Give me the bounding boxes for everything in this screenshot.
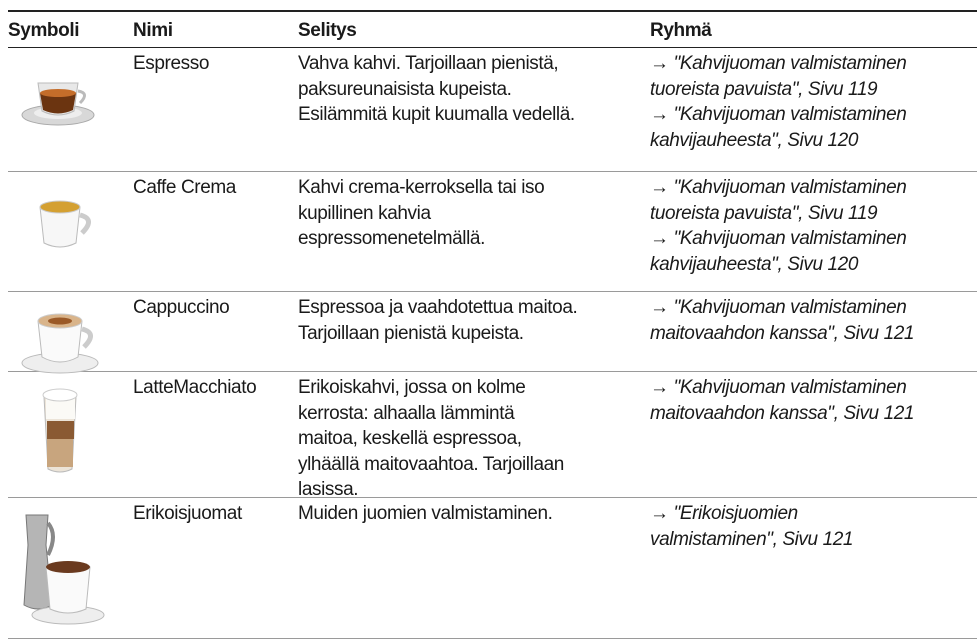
reference-text: kahvijauheesta", Sivu 120: [650, 253, 858, 275]
group: → "Erikoisjuomien valmistaminen", Sivu 12…: [650, 501, 853, 552]
description-line: paksureunaisista kupeista.: [298, 78, 512, 100]
description: Erikoiskahvi, jossa on kolme kerrosta: al…: [298, 375, 564, 503]
reference-line: → "Erikoisjuomien: [650, 501, 853, 527]
description: Espressoa ja vaahdotettua maitoa. Tarjoil…: [298, 295, 578, 346]
description: Kahvi crema-kerroksella tai iso kupilline…: [298, 175, 545, 252]
reference-text: "Kahvijuoman valmistaminen: [673, 177, 907, 198]
arrow: →: [650, 377, 669, 398]
reference-text: tuoreista pavuista", Sivu 119: [650, 202, 878, 224]
description-line: maitoa, keskellä espressoa,: [298, 428, 522, 449]
header: Symboli: [8, 20, 80, 41]
drink-name: Erikoisjuomat: [133, 503, 242, 524]
reference-line: → "Kahvijuoman valmistaminen: [650, 295, 914, 321]
reference-line: → "Kahvijuoman valmistaminen: [650, 226, 907, 252]
description-line: espressomenetelmällä.: [298, 228, 485, 249]
arrow: →: [650, 228, 669, 249]
group: → "Kahvijuoman valmistaminen tuoreista pa…: [650, 175, 907, 278]
reference-line: kahvijauheesta", Sivu 120: [650, 128, 906, 154]
table-row: Erikoisjuomat Muiden juomien valmistamine…: [8, 497, 977, 639]
description-line: lasissa.: [298, 479, 359, 500]
description-line: Kahvi crema-kerroksella tai iso: [298, 177, 545, 198]
description: Vahva kahvi. Tarjoillaan pienistä, paksur…: [298, 51, 575, 128]
header: Nimi: [133, 20, 173, 41]
drink-name: Caffe Crema: [133, 177, 236, 198]
header: Selitys: [298, 20, 357, 41]
reference-text: maitovaahdon kanssa", Sivu 121: [650, 322, 915, 344]
reference-text: "Kahvijuoman valmistaminen: [673, 228, 907, 249]
reference-text: "Kahvijuoman valmistaminen: [673, 377, 907, 398]
reference-line: → "Kahvijuoman valmistaminen: [650, 175, 907, 201]
group: → "Kahvijuoman valmistaminen maitovaahdon…: [650, 295, 914, 346]
reference-line: maitovaahdon kanssa", Sivu 121: [650, 321, 914, 347]
drink-icon: [18, 55, 108, 140]
description-line: Vahva kahvi. Tarjoillaan pienistä,: [298, 53, 559, 74]
drink-icon: [18, 299, 108, 384]
header-row: Symboli Nimi Selitys Ryhmä: [8, 10, 977, 48]
table-row: Caffe Crema Kahvi crema-kerroksella tai i…: [8, 171, 977, 292]
table-row: Cappuccino Espressoa ja vaahdotettua mait…: [8, 291, 977, 374]
reference-text: maitovaahdon kanssa", Sivu 121: [650, 402, 915, 424]
arrow: →: [650, 297, 669, 318]
description-line: Esilämmitä kupit kuumalla vedellä.: [298, 104, 575, 125]
reference-line: → "Kahvijuoman valmistaminen: [650, 51, 907, 77]
reference-line: maitovaahdon kanssa", Sivu 121: [650, 401, 914, 427]
reference-line: tuoreista pavuista", Sivu 119: [650, 201, 906, 227]
reference-text: "Kahvijuoman valmistaminen: [673, 297, 907, 318]
arrow: →: [650, 104, 669, 125]
description-line: kerrosta: alhaalla lämmintä: [298, 402, 515, 424]
description-line: Espressoa ja vaahdotettua maitoa.: [298, 297, 578, 318]
description: Muiden juomien valmistaminen.: [298, 501, 553, 527]
group: → "Kahvijuoman valmistaminen maitovaahdon…: [650, 375, 914, 426]
reference-text: "Erikoisjuomien: [673, 503, 799, 524]
description-line: Erikoiskahvi, jossa on kolme: [298, 377, 526, 398]
description-line: Tarjoillaan pienistä kupeista.: [298, 322, 524, 344]
reference-text: tuoreista pavuista", Sivu 119: [650, 78, 878, 100]
drink-icon: [18, 379, 108, 494]
reference-line: tuoreista pavuista", Sivu 119: [650, 77, 906, 103]
reference-text: valmistaminen", Sivu 121: [650, 528, 854, 550]
drink-icon: [18, 179, 108, 264]
drink-icon: [18, 505, 108, 635]
reference-text: "Kahvijuoman valmistaminen: [673, 104, 907, 125]
drink-name: LatteMacchiato: [133, 377, 257, 398]
description-line: Muiden juomien valmistaminen.: [298, 503, 553, 524]
arrow: →: [650, 503, 669, 524]
table-row: Espresso Vahva kahvi. Tarjoillaan pienist…: [8, 47, 977, 172]
reference-text: kahvijauheesta", Sivu 120: [650, 129, 858, 151]
header: Ryhmä: [650, 20, 712, 41]
drink-name: Cappuccino: [133, 297, 230, 318]
arrow: →: [650, 177, 669, 198]
reference-text: "Kahvijuoman valmistaminen: [673, 53, 907, 74]
arrow: →: [650, 53, 669, 74]
group: → "Kahvijuoman valmistaminen tuoreista pa…: [650, 51, 907, 154]
reference-line: → "Kahvijuoman valmistaminen: [650, 102, 907, 128]
drink-name: Espresso: [133, 53, 210, 74]
table-row: LatteMacchiato Erikoiskahvi, jossa on kol…: [8, 371, 977, 500]
reference-line: kahvijauheesta", Sivu 120: [650, 252, 906, 278]
description-line: ylhäällä maitovaahtoa. Tarjoillaan: [298, 453, 564, 475]
reference-line: → "Kahvijuoman valmistaminen: [650, 375, 914, 401]
description-line: kupillinen kahvia: [298, 202, 431, 224]
reference-line: valmistaminen", Sivu 121: [650, 527, 853, 553]
